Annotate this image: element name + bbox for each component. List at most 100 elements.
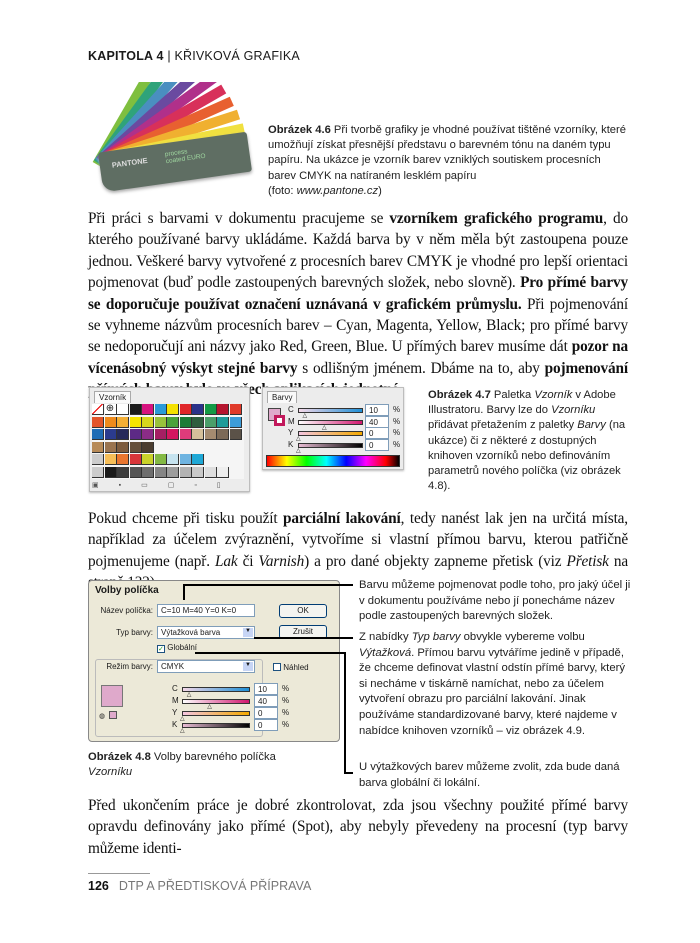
swatch[interactable] [129, 429, 142, 440]
swatch[interactable] [192, 404, 204, 415]
slider-thumb[interactable]: △ [322, 424, 327, 431]
swatch[interactable] [167, 404, 179, 415]
swatch[interactable] [142, 454, 154, 465]
channel-value-M[interactable]: 40 [365, 415, 389, 428]
swatch[interactable] [192, 429, 204, 440]
swatch[interactable] [179, 404, 192, 415]
channel-slider-M[interactable] [298, 419, 363, 425]
swatch[interactable] [142, 441, 154, 453]
global-checkbox[interactable]: ✓ Globální [157, 643, 197, 653]
channel-slider-K[interactable] [298, 442, 363, 448]
chevron-down-icon[interactable]: ▼ [243, 628, 253, 637]
swatch[interactable] [229, 416, 242, 428]
slider-thumb[interactable]: △ [302, 413, 308, 419]
swatch[interactable] [217, 416, 229, 428]
swatch[interactable] [117, 416, 129, 428]
swatch[interactable] [154, 466, 167, 478]
chapter-number: KAPITOLA 4 [88, 49, 164, 63]
swatch[interactable] [129, 466, 142, 478]
swatch-group-folder-icon[interactable] [92, 466, 104, 478]
swatch[interactable] [104, 441, 117, 453]
swatch[interactable] [117, 466, 129, 478]
channel-value-C[interactable]: 10 [365, 404, 389, 416]
channel-slider-C[interactable] [182, 687, 250, 692]
swatch[interactable] [192, 416, 204, 428]
channel-slider-K[interactable] [182, 723, 250, 728]
swatch[interactable] [167, 454, 179, 465]
slider-thumb[interactable]: △ [186, 692, 192, 698]
chevron-down-icon[interactable]: ▼ [243, 662, 253, 671]
channel-value-K[interactable]: 0 [365, 438, 389, 451]
swatch[interactable] [117, 441, 129, 453]
swatch[interactable] [129, 441, 142, 453]
swatch[interactable] [217, 429, 229, 440]
color-mode-select[interactable]: CMYK ▼ [157, 660, 255, 673]
channel-slider-Y[interactable] [298, 431, 363, 436]
slider-thumb[interactable]: △ [296, 436, 301, 442]
channel-slider-Y[interactable] [182, 711, 250, 716]
swatch[interactable] [229, 429, 242, 440]
swatches-tab[interactable]: Vzorník [94, 391, 132, 403]
swatch-name-input[interactable]: C=10 M=40 Y=0 K=0 [157, 604, 255, 617]
swatch[interactable] [129, 404, 142, 415]
preview-checkbox[interactable]: Náhled [273, 663, 309, 672]
swatch[interactable] [167, 466, 179, 478]
swatch[interactable] [117, 404, 129, 415]
swatch[interactable] [204, 416, 217, 428]
panel-toolbar-icons[interactable]: ▣▪▭▢▫▯ [92, 482, 241, 489]
color-spectrum[interactable] [266, 455, 400, 467]
swatch[interactable] [192, 454, 204, 465]
slider-thumb[interactable]: △ [207, 704, 212, 710]
book-title: DTP A PŘEDTISKOVÁ PŘÍPRAVA [118, 879, 312, 893]
swatch[interactable] [167, 416, 179, 428]
channel-slider-C[interactable] [298, 408, 363, 413]
swatch[interactable] [92, 441, 104, 453]
swatch[interactable] [142, 404, 154, 415]
slider-thumb[interactable]: △ [180, 716, 185, 722]
channel-slider-M[interactable] [182, 699, 250, 704]
swatch[interactable] [154, 404, 167, 415]
swatch[interactable] [92, 429, 104, 440]
swatch[interactable] [142, 416, 154, 428]
channel-value-C[interactable]: 10 [254, 683, 278, 695]
color-type-select[interactable]: Výtažková barva ▼ [157, 626, 255, 639]
swatch[interactable] [179, 466, 192, 478]
channel-value-K[interactable]: 0 [254, 719, 278, 731]
swatch[interactable] [154, 429, 167, 440]
ok-button[interactable]: OK [279, 604, 327, 618]
channel-value-Y[interactable]: 0 [254, 707, 278, 719]
swatch[interactable] [142, 429, 154, 440]
swatch[interactable] [154, 454, 167, 465]
swatch[interactable] [129, 416, 142, 428]
swatch[interactable] [192, 466, 204, 478]
swatch-none[interactable] [92, 404, 104, 415]
swatch[interactable] [179, 454, 192, 465]
channel-value-Y[interactable]: 0 [365, 427, 389, 439]
swatch[interactable] [117, 454, 129, 465]
swatch[interactable] [204, 404, 217, 415]
colors-tab[interactable]: Barvy [267, 391, 298, 403]
swatch[interactable] [104, 466, 117, 478]
swatch[interactable] [104, 416, 117, 428]
swatch[interactable] [154, 416, 167, 428]
swatch[interactable] [204, 466, 217, 478]
swatch[interactable] [179, 429, 192, 440]
swatch-group-folder-icon[interactable] [92, 454, 104, 465]
swatch[interactable] [129, 454, 142, 465]
swatch[interactable] [217, 466, 229, 478]
swatch[interactable] [204, 429, 217, 440]
swatch[interactable] [179, 416, 192, 428]
channel-value-M[interactable]: 40 [254, 695, 278, 707]
swatch[interactable] [104, 454, 117, 465]
swatch[interactable] [167, 429, 179, 440]
swatch[interactable] [117, 429, 129, 440]
swatch[interactable] [229, 404, 242, 415]
slider-thumb[interactable]: △ [180, 728, 185, 734]
swatch[interactable] [104, 429, 117, 440]
slider-thumb[interactable]: △ [296, 447, 301, 454]
stroke-color-icon[interactable] [274, 415, 285, 426]
swatch[interactable] [217, 404, 229, 415]
swatch-registration[interactable]: ⊕ [104, 404, 117, 415]
swatch[interactable] [92, 416, 104, 428]
swatch[interactable] [142, 466, 154, 478]
